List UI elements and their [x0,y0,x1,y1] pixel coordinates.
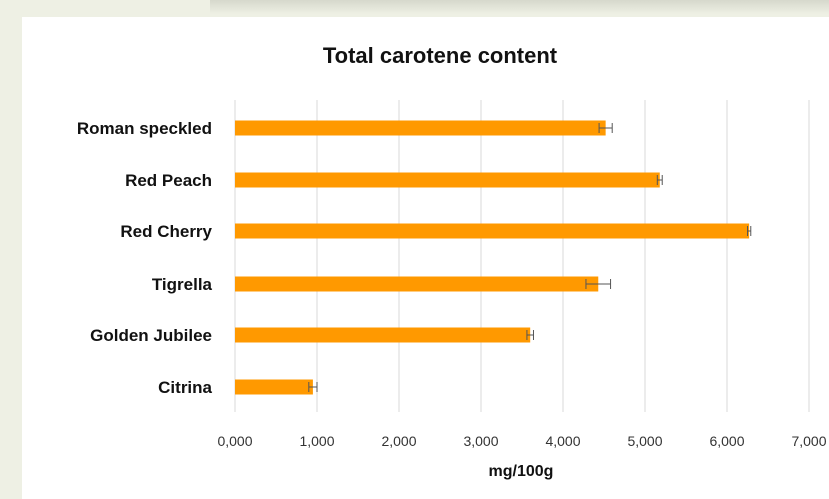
category-labels: Roman speckled Red Peach Red Cherry Tigrell… [77,119,213,397]
bar [235,379,313,395]
category-label: Golden Jubilee [90,326,212,345]
error-bar [747,226,752,236]
error-bar [598,123,613,133]
category-label: Red Peach [125,171,212,190]
category-label: Red Cherry [120,222,212,241]
bar [235,172,660,188]
category-label: Tigrella [152,275,213,294]
bars [235,120,752,395]
category-label: Citrina [158,378,212,397]
x-tick-label: 0,000 [217,433,252,449]
bar [235,327,531,343]
x-axis-label: mg/100g [489,463,554,480]
error-bar [656,175,663,185]
x-tick-label: 5,000 [627,433,662,449]
gridlines [234,100,810,412]
tick-labels: 0,000 1,000 2,000 3,000 4,000 5,000 6,000 7,000 [217,433,826,449]
chart-panel [22,17,829,499]
top-shadow [210,0,829,14]
x-tick-label: 4,000 [545,433,580,449]
category-label: Roman speckled [77,119,212,138]
x-tick-label: 2,000 [381,433,416,449]
x-tick-label: 6,000 [709,433,744,449]
error-bar [526,330,534,340]
bar [235,276,599,292]
chart-title: Total carotene content [323,43,558,68]
x-tick-label: 1,000 [299,433,334,449]
x-tick-label: 7,000 [791,433,826,449]
x-tick-label: 3,000 [463,433,498,449]
bar [235,120,606,136]
error-bar [585,279,612,289]
error-bar [308,382,318,392]
bar [235,223,750,239]
